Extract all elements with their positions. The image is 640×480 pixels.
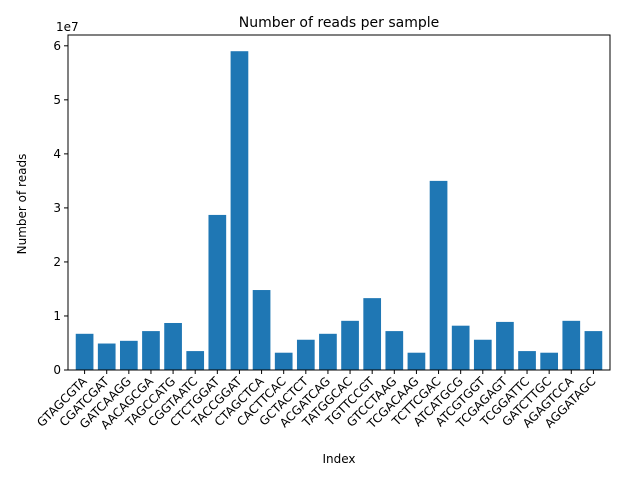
bar-ATCGTGGT — [473, 339, 492, 370]
bar-TCGGATTC — [518, 351, 536, 370]
bar-TACCGGAT — [230, 51, 249, 370]
y-tick-label: 0 — [53, 363, 61, 377]
chart-title: Number of reads per sample — [239, 15, 440, 31]
bar-ATCATGCG — [451, 325, 470, 370]
bar-AACAGCGA — [142, 331, 160, 370]
bar-GTCCTAAG — [385, 331, 404, 370]
bar-TGTTCCGT — [363, 298, 382, 370]
bar-GATCAAGG — [119, 340, 138, 370]
y-axis-label: Number of reads — [15, 154, 29, 255]
bar-GCTACTCT — [296, 339, 315, 370]
bar-GATCTTGC — [540, 352, 559, 370]
bar-TAGCCATG — [164, 322, 182, 370]
y-axis-offset-label: 1e7 — [56, 20, 79, 34]
bar-CTCTGGAT — [208, 214, 227, 370]
bar-CACTTCAC — [274, 352, 293, 370]
bar-GTAGCGTA — [75, 333, 94, 370]
bar-TATGGCAC — [341, 320, 359, 370]
y-tick-label: 2 — [53, 255, 61, 269]
y-tick-label: 1 — [53, 309, 61, 323]
bar-ACGATCAG — [319, 333, 337, 370]
bar-AGAGTCCA — [562, 320, 581, 370]
plot-area: GTAGCGTACGATCGATGATCAAGGAACAGCGATAGCCATG… — [34, 34, 611, 432]
y-tick-label: 4 — [53, 147, 61, 161]
x-axis-label: Index — [322, 452, 355, 466]
bar-TCTTCGAC — [429, 180, 448, 370]
bar-CGATCGAT — [97, 343, 116, 370]
y-tick-label: 5 — [53, 93, 61, 107]
bar-CTAGCTCA — [252, 290, 271, 370]
bar-TCGAGAGT — [496, 321, 514, 370]
bar-AGGATAGC — [584, 331, 603, 370]
bar-CGGTAATC — [186, 351, 205, 370]
bar-TCGACAAG — [407, 352, 426, 370]
axes-frame — [67, 34, 611, 371]
y-tick-label: 6 — [53, 39, 61, 53]
y-tick-label: 3 — [53, 201, 61, 215]
